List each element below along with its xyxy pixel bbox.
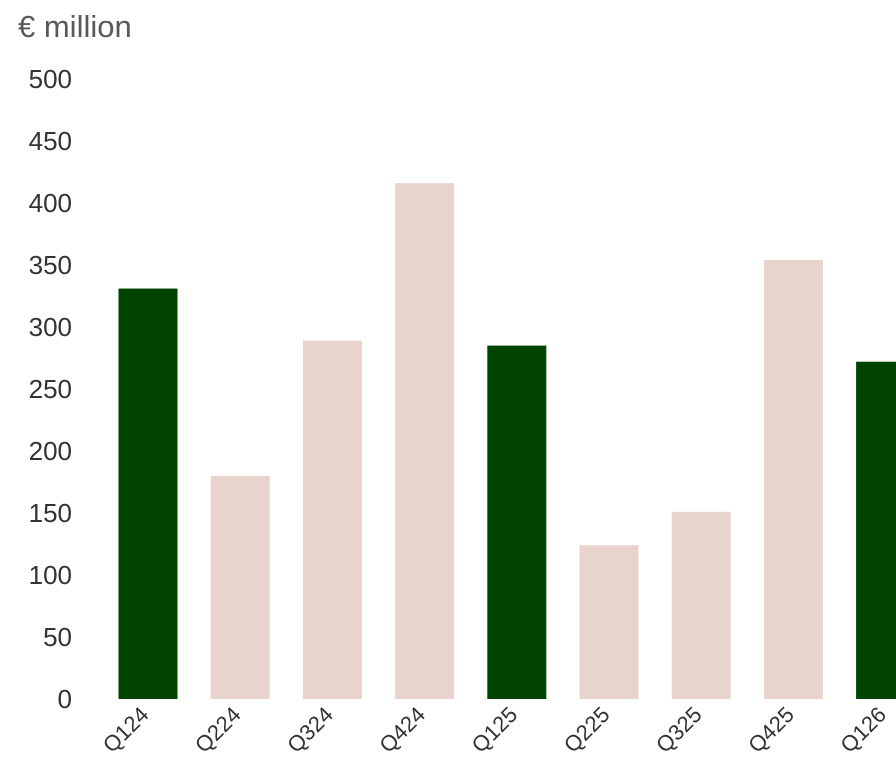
x-tick-label: Q124 [98, 702, 154, 758]
bar-q225 [579, 545, 639, 699]
x-axis: Q124 Q224 Q324 Q424 Q125 Q225 Q325 Q425 Q126 [98, 702, 891, 758]
y-tick-label: 450 [29, 126, 72, 156]
x-tick-label: Q224 [190, 702, 246, 758]
bar-q325 [671, 511, 731, 699]
y-tick-label: 500 [29, 64, 72, 94]
unit-label: € million [18, 9, 132, 44]
x-tick-label: Q324 [282, 702, 338, 758]
y-tick-label: 200 [29, 436, 72, 466]
x-tick-label: Q325 [651, 702, 707, 758]
y-tick-label: 100 [29, 560, 72, 590]
y-tick-label: 350 [29, 250, 72, 280]
bar-q324 [302, 340, 362, 699]
x-tick-label: Q125 [467, 702, 523, 758]
bar-q126 [856, 361, 896, 699]
y-tick-label: 0 [58, 684, 72, 714]
bar-q125 [487, 345, 547, 699]
y-axis: 0 50 100 150 200 250 300 350 400 450 500 [29, 64, 72, 714]
x-tick-label: Q425 [743, 702, 799, 758]
y-tick-label: 300 [29, 312, 72, 342]
x-tick-label: Q424 [374, 702, 430, 758]
bar-q124 [118, 288, 178, 699]
bars [118, 183, 896, 699]
y-tick-label: 400 [29, 188, 72, 218]
bar-q424 [395, 183, 455, 699]
y-tick-label: 50 [43, 622, 72, 652]
y-tick-label: 150 [29, 498, 72, 528]
x-tick-label: Q126 [835, 702, 891, 758]
bar-q224 [210, 475, 270, 699]
x-tick-label: Q225 [559, 702, 615, 758]
y-tick-label: 250 [29, 374, 72, 404]
bar-q425 [763, 260, 823, 699]
